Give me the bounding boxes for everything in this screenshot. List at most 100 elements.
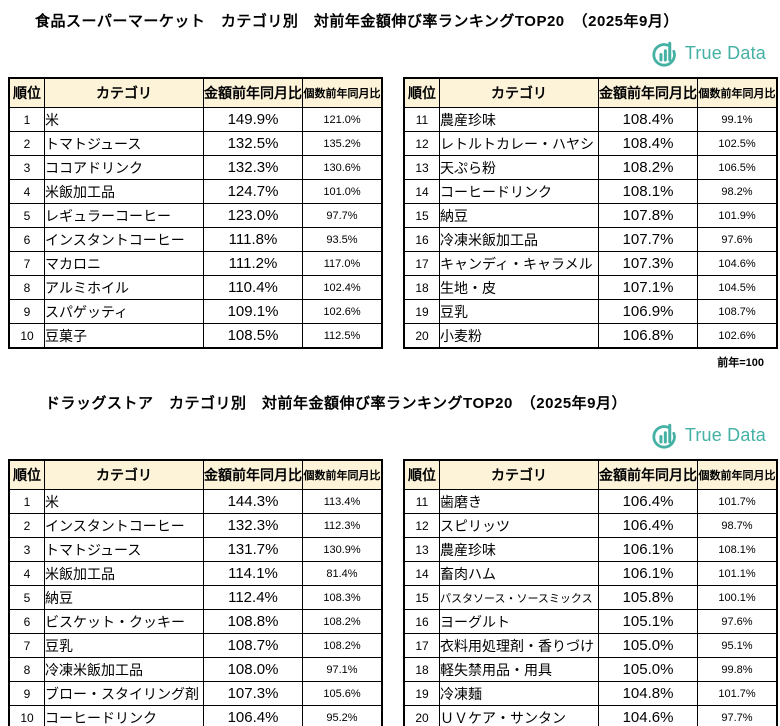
rank-cell: 12 bbox=[403, 131, 440, 156]
amount-cell: 114.1% bbox=[203, 561, 303, 586]
rank-cell: 7 bbox=[8, 251, 45, 276]
section-title: ドラッグストア カテゴリ別 対前年金額伸び率ランキングTOP20 （2025年9… bbox=[45, 395, 628, 412]
amount-cell: 106.4% bbox=[203, 705, 303, 726]
amount-cell: 144.3% bbox=[203, 489, 303, 514]
rank-cell: 18 bbox=[403, 657, 440, 682]
count-cell: 121.0% bbox=[302, 107, 383, 132]
amount-cell: 132.5% bbox=[203, 131, 303, 156]
ranking-table-11-20: 順位 カテゴリ 金額前年同月比 個数前年同月比 11 歯磨き 106.4% 10… bbox=[403, 459, 778, 726]
table-row: 1 米 149.9% 121.0% bbox=[8, 107, 383, 132]
count-cell: 135.2% bbox=[302, 131, 383, 156]
table-row: 8 アルミホイル 110.4% 102.4% bbox=[8, 275, 383, 300]
category-cell: 冷凍米飯加工品 bbox=[439, 227, 599, 252]
category-cell: インスタントコーヒー bbox=[44, 513, 204, 538]
category-cell: 豆乳 bbox=[44, 633, 204, 658]
table-row: 1 米 144.3% 113.4% bbox=[8, 489, 383, 514]
rank-cell: 16 bbox=[403, 609, 440, 634]
amount-cell: 106.4% bbox=[598, 513, 698, 538]
rank-cell: 10 bbox=[8, 705, 45, 726]
table-row: 16 冷凍米飯加工品 107.7% 97.6% bbox=[403, 227, 778, 252]
category-cell: マカロニ bbox=[44, 251, 204, 276]
amount-cell: 131.7% bbox=[203, 537, 303, 562]
rank-column-header: 順位 bbox=[403, 459, 440, 490]
table-row: 18 生地・皮 107.1% 104.5% bbox=[403, 275, 778, 300]
rank-cell: 6 bbox=[8, 227, 45, 252]
amount-cell: 108.4% bbox=[598, 131, 698, 156]
amount-cell: 106.1% bbox=[598, 561, 698, 586]
tables-row: 順位 カテゴリ 金額前年同月比 個数前年同月比 1 米 149.9% 121.0… bbox=[8, 77, 778, 349]
category-cell: 生地・皮 bbox=[439, 275, 599, 300]
category-cell: 軽失禁用品・用具 bbox=[439, 657, 599, 682]
amount-cell: 108.0% bbox=[203, 657, 303, 682]
count-cell: 97.7% bbox=[697, 705, 778, 726]
category-cell: ヨーグルト bbox=[439, 609, 599, 634]
rank-cell: 7 bbox=[8, 633, 45, 658]
table-row: 7 豆乳 108.7% 108.2% bbox=[8, 633, 383, 658]
ranking-table-11-20: 順位 カテゴリ 金額前年同月比 個数前年同月比 11 農産珍味 108.4% 9… bbox=[403, 77, 778, 349]
count-cell: 99.1% bbox=[697, 107, 778, 132]
amount-column-header: 金額前年同月比 bbox=[203, 77, 303, 108]
rank-cell: 19 bbox=[403, 681, 440, 706]
count-column-header: 個数前年同月比 bbox=[302, 459, 383, 490]
category-cell: 小麦粉 bbox=[439, 323, 599, 349]
count-cell: 112.5% bbox=[302, 323, 383, 349]
rank-cell: 6 bbox=[8, 609, 45, 634]
bar-chart-ring-icon bbox=[651, 38, 681, 68]
amount-cell: 132.3% bbox=[203, 155, 303, 180]
category-cell: アルミホイル bbox=[44, 275, 204, 300]
amount-cell: 107.1% bbox=[598, 275, 698, 300]
table-row: 3 トマトジュース 131.7% 130.9% bbox=[8, 537, 383, 562]
count-cell: 101.7% bbox=[697, 489, 778, 514]
count-cell: 106.5% bbox=[697, 155, 778, 180]
category-cell: レトルトカレー・ハヤシ bbox=[439, 131, 599, 156]
category-cell: 豆乳 bbox=[439, 299, 599, 324]
category-cell: コーヒードリンク bbox=[439, 179, 599, 204]
category-cell: トマトジュース bbox=[44, 131, 204, 156]
count-cell: 102.6% bbox=[697, 323, 778, 349]
count-cell: 93.5% bbox=[302, 227, 383, 252]
count-cell: 101.1% bbox=[697, 561, 778, 586]
category-cell: トマトジュース bbox=[44, 537, 204, 562]
amount-cell: 108.7% bbox=[203, 633, 303, 658]
category-cell: 天ぷら粉 bbox=[439, 155, 599, 180]
category-cell: ブロー・スタイリング剤 bbox=[44, 681, 204, 706]
count-cell: 100.1% bbox=[697, 585, 778, 610]
amount-cell: 104.8% bbox=[598, 681, 698, 706]
table-row: 14 畜肉ハム 106.1% 101.1% bbox=[403, 561, 778, 586]
rank-column-header: 順位 bbox=[8, 77, 45, 108]
count-cell: 117.0% bbox=[302, 251, 383, 276]
count-cell: 130.6% bbox=[302, 155, 383, 180]
count-cell: 81.4% bbox=[302, 561, 383, 586]
count-cell: 101.0% bbox=[302, 179, 383, 204]
table-row: 6 ビスケット・クッキー 108.8% 108.2% bbox=[8, 609, 383, 634]
rank-cell: 11 bbox=[403, 489, 440, 514]
count-cell: 97.6% bbox=[697, 227, 778, 252]
rank-cell: 5 bbox=[8, 203, 45, 228]
logo-row: True Data bbox=[0, 38, 780, 68]
amount-cell: 124.7% bbox=[203, 179, 303, 204]
amount-cell: 110.4% bbox=[203, 275, 303, 300]
count-column-header: 個数前年同月比 bbox=[302, 77, 383, 108]
table-row: 9 スパゲッティ 109.1% 102.6% bbox=[8, 299, 383, 324]
category-cell: 冷凍麺 bbox=[439, 681, 599, 706]
amount-cell: 149.9% bbox=[203, 107, 303, 132]
rank-cell: 17 bbox=[403, 251, 440, 276]
rank-cell: 4 bbox=[8, 561, 45, 586]
category-cell: 畜肉ハム bbox=[439, 561, 599, 586]
rank-cell: 14 bbox=[403, 179, 440, 204]
amount-cell: 108.8% bbox=[203, 609, 303, 634]
table-row: 19 冷凍麺 104.8% 101.7% bbox=[403, 681, 778, 706]
category-cell: 米飯加工品 bbox=[44, 561, 204, 586]
rank-cell: 5 bbox=[8, 585, 45, 610]
amount-cell: 111.8% bbox=[203, 227, 303, 252]
count-cell: 101.9% bbox=[697, 203, 778, 228]
category-cell: パスタソース・ソースミックス bbox=[439, 585, 599, 610]
category-cell: ビスケット・クッキー bbox=[44, 609, 204, 634]
count-cell: 99.8% bbox=[697, 657, 778, 682]
category-cell: スピリッツ bbox=[439, 513, 599, 538]
table-row: 11 農産珍味 108.4% 99.1% bbox=[403, 107, 778, 132]
category-cell: 農産珍味 bbox=[439, 107, 599, 132]
amount-cell: 108.1% bbox=[598, 179, 698, 204]
table-row: 5 納豆 112.4% 108.3% bbox=[8, 585, 383, 610]
rank-cell: 3 bbox=[8, 537, 45, 562]
